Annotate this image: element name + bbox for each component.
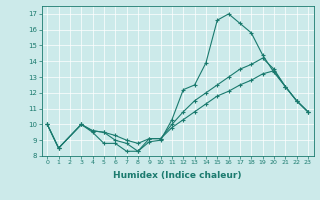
X-axis label: Humidex (Indice chaleur): Humidex (Indice chaleur)	[113, 171, 242, 180]
